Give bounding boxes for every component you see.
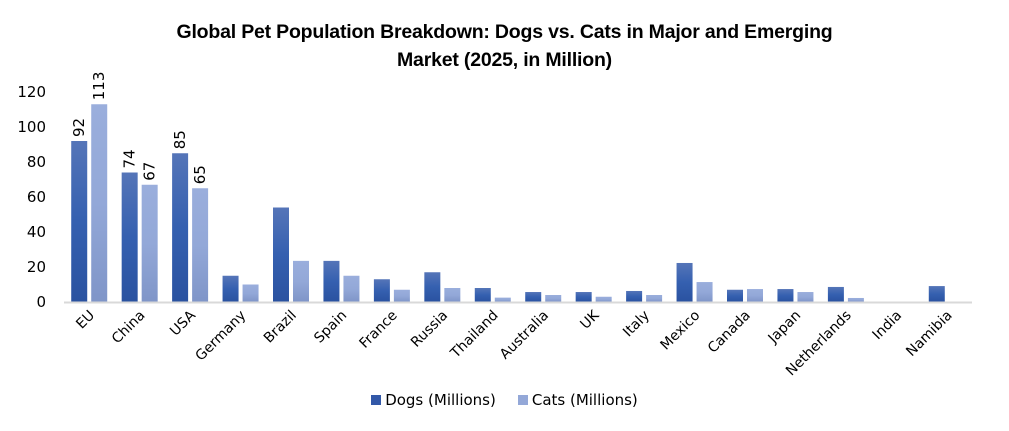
bar-dogs [827, 286, 844, 302]
legend-swatch-dogs [371, 395, 382, 405]
x-tick-label: UK [577, 307, 603, 333]
bar-dogs [575, 292, 592, 302]
bar-dogs [676, 262, 693, 302]
chart-title-line-2: Market (2025, in Million) [397, 49, 612, 71]
data-label: 85 [171, 130, 189, 149]
y-axis: 0 20 40 60 80 100 120 [17, 83, 46, 311]
x-tick-label: Australia [497, 308, 552, 363]
x-tick-label: EU [73, 308, 98, 333]
bar-dogs [323, 260, 340, 302]
bar-cats [494, 297, 511, 302]
bar-dogs [727, 289, 743, 302]
y-tick-label: 80 [27, 153, 46, 171]
bar-dogs [525, 292, 542, 302]
legend-label-cats: Cats (Millions) [531, 391, 638, 409]
x-tick-label: Namibia [903, 308, 955, 360]
y-tick-label: 40 [27, 223, 46, 241]
x-tick-label: Canada [705, 308, 754, 357]
x-tick-label: Italy [620, 308, 653, 341]
bar-dogs [273, 207, 289, 302]
legend-item-dogs: Dogs (Millions) [371, 391, 496, 409]
bar-dogs [71, 141, 88, 302]
x-tick-label: Spain [311, 308, 350, 347]
chart-title-line-1: Global Pet Population Breakdown: Dogs vs… [176, 21, 833, 43]
legend: Dogs (Millions) Cats (Millions) [0, 391, 1009, 409]
bar-cats [343, 275, 360, 302]
bar-cats [545, 295, 562, 302]
bar-dogs [474, 288, 491, 302]
legend-item-cats: Cats (Millions) [517, 391, 638, 409]
y-tick-label: 20 [27, 258, 46, 276]
bar-cats [747, 289, 763, 302]
bars [71, 104, 945, 302]
x-tick-label: China [109, 308, 149, 348]
y-tick-label: 100 [17, 118, 46, 136]
bar-cats [646, 295, 663, 302]
data-label: 92 [70, 118, 88, 137]
bar-cats [192, 188, 209, 302]
bar-cats [141, 184, 158, 302]
data-label: 74 [121, 149, 139, 168]
x-tick-label: Russia [408, 308, 451, 351]
x-tick-label: Brazil [261, 308, 300, 347]
y-tick-label: 120 [17, 83, 46, 101]
x-tick-label: Japan [765, 308, 805, 348]
bar-dogs [777, 289, 794, 302]
bar-cats [444, 288, 461, 302]
bar-dogs [121, 172, 138, 302]
chart-title: Global Pet Population Breakdown: Dogs vs… [0, 18, 1009, 74]
x-tick-label: Thailand [447, 308, 502, 363]
bar-cats [696, 282, 713, 302]
x-tick-label: France [356, 308, 400, 352]
bar-dogs [626, 290, 643, 302]
bar-dogs [373, 279, 390, 302]
bar-cats [242, 284, 259, 302]
bar-cats [847, 297, 864, 302]
data-label: 67 [141, 162, 159, 181]
x-tick-label: Mexico [657, 308, 703, 354]
y-tick-label: 60 [27, 188, 46, 206]
bar-dogs [424, 272, 441, 302]
bar-cats [293, 260, 309, 302]
bar-dogs [172, 153, 189, 302]
x-tick-label: USA [167, 307, 199, 339]
bar-dogs [222, 275, 239, 302]
bar-cats [595, 296, 612, 302]
x-tick-label: Germany [193, 308, 250, 365]
legend-swatch-cats [517, 395, 528, 405]
legend-label-dogs: Dogs (Millions) [385, 391, 496, 409]
bar-cats [393, 289, 410, 302]
data-label: 113 [90, 72, 108, 101]
data-label: 65 [191, 165, 209, 184]
bar-cats [797, 292, 814, 302]
y-tick-label: 0 [36, 293, 46, 311]
x-tick-label: India [870, 308, 906, 344]
bar-cats [91, 104, 108, 302]
bar-dogs [928, 286, 945, 302]
